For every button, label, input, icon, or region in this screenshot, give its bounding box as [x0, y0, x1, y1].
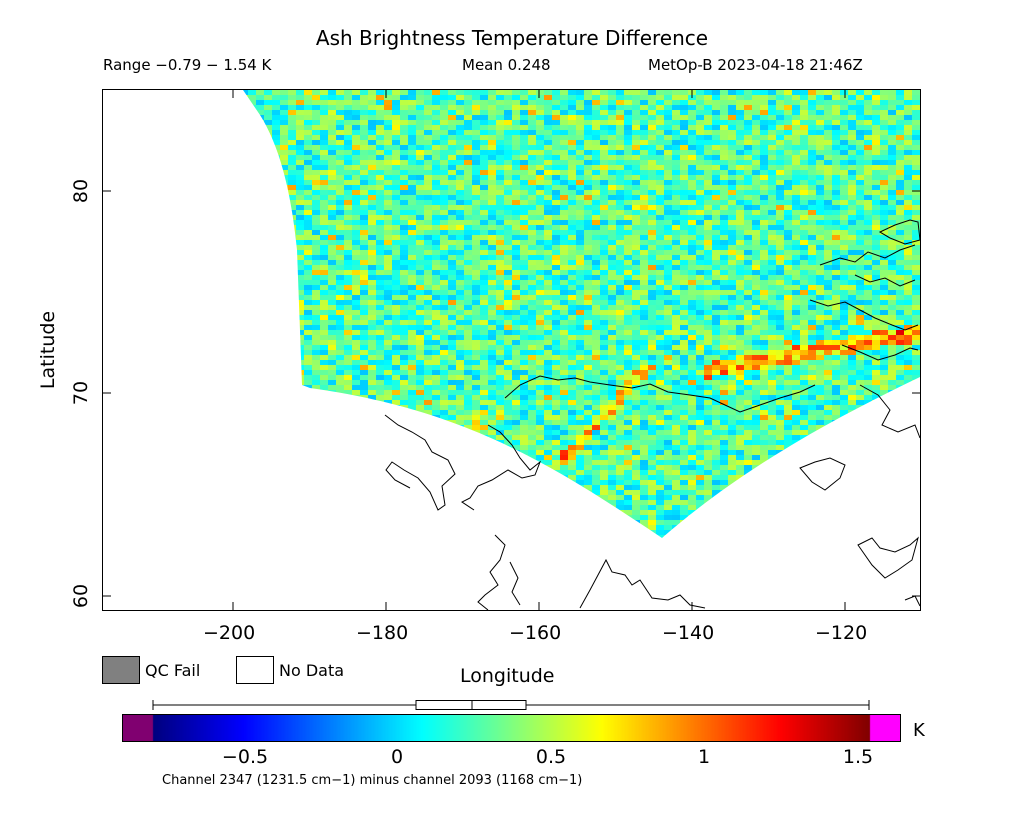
colorbar-tick-label: −0.5 — [221, 746, 269, 768]
colorbar-tick-label: 1 — [697, 746, 711, 768]
satellite-time-label: MetOp-B 2023-04-18 21:46Z — [648, 56, 863, 74]
x-tick-label: −140 — [662, 622, 715, 644]
qc-fail-label: QC Fail — [145, 661, 201, 680]
y-tick-label: 70 — [70, 380, 92, 406]
axis-ticks — [103, 90, 920, 610]
colorbar-frame — [122, 714, 901, 742]
range-label: Range −0.79 − 1.54 K — [103, 56, 272, 74]
qc-fail-swatch — [102, 656, 140, 684]
colorbar — [122, 714, 901, 742]
channel-description: Channel 2347 (1231.5 cm−1) minus channel… — [162, 773, 583, 788]
chart-title: Ash Brightness Temperature Difference — [315, 26, 709, 50]
x-tick-label: −180 — [356, 622, 409, 644]
x-tick-label: −200 — [203, 622, 256, 644]
no-data-swatch — [236, 656, 274, 684]
x-tick-label: −160 — [509, 622, 562, 644]
swath-data-layer — [243, 90, 920, 538]
no-data-label: No Data — [279, 661, 345, 680]
colorbar-tick-label: 0 — [390, 746, 404, 768]
coastlines — [384, 219, 920, 610]
colorbar-tick-label: 1.5 — [842, 746, 874, 768]
x-tick-label: −120 — [815, 622, 868, 644]
colorbar-unit: K — [913, 720, 925, 741]
x-axis-label: Longitude — [460, 665, 555, 687]
mean-label: Mean 0.248 — [462, 56, 551, 74]
y-axis-label: Latitude — [37, 310, 59, 390]
colorbar-tick-label: 0.5 — [535, 746, 567, 768]
y-tick-label: 80 — [70, 178, 92, 204]
y-tick-label: 60 — [70, 583, 92, 609]
